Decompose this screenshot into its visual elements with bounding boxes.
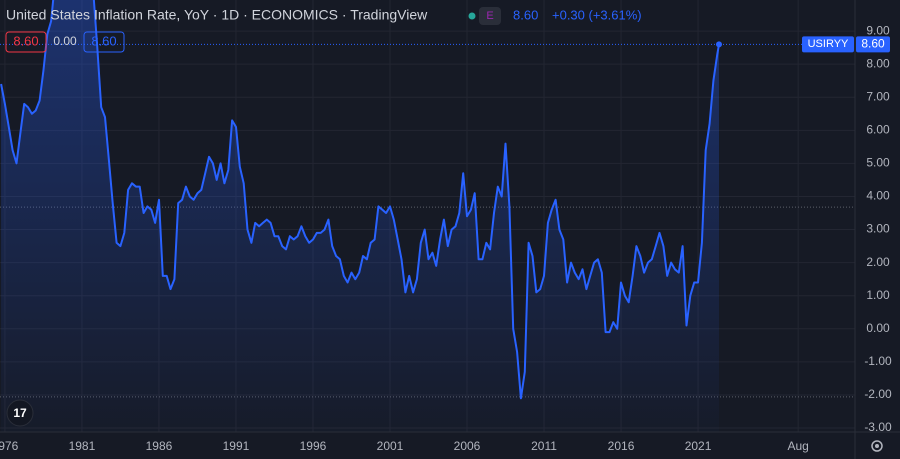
area <box>1 0 719 432</box>
box <box>5 31 47 53</box>
series-label-bg <box>802 36 854 53</box>
y-tick-label: 2.00 <box>866 255 890 269</box>
status-dot <box>468 12 476 20</box>
price-label-bg <box>856 36 890 53</box>
x-tick-label: Aug <box>787 439 808 453</box>
y-tick-label: 7.00 <box>866 89 890 103</box>
series-name: USIRYY <box>808 38 849 50</box>
y-tick-label: 9.00 <box>866 23 890 37</box>
x-tick-label: 2021 <box>685 439 712 453</box>
y-tick-label: -2.00 <box>864 387 892 401</box>
y-tick-label: 0.00 <box>866 321 890 335</box>
last-value: 8.60 <box>513 7 538 22</box>
x-tick-label: 2016 <box>608 439 635 453</box>
line <box>0 0 720 400</box>
badge-bg <box>479 7 501 25</box>
svg-text:17: 17 <box>13 406 27 420</box>
settings-icon[interactable] <box>871 440 883 452</box>
y-tick-label: 6.00 <box>866 122 890 136</box>
box <box>83 31 125 53</box>
change: +0.30 (+3.61%) <box>552 7 642 22</box>
chart-title: United States Inflation Rate, YoY · 1D ·… <box>6 7 428 23</box>
x-tick-label: 1986 <box>146 439 173 453</box>
x-tick-label: 2011 <box>531 439 557 453</box>
x-tick-label: 1976 <box>0 439 19 453</box>
box-value: 8.60 <box>13 33 38 48</box>
badge: E <box>486 10 493 22</box>
y-tick-label: -1.00 <box>864 354 892 368</box>
x-tick-label: 1996 <box>300 439 327 453</box>
x-tick-label: 2006 <box>454 439 481 453</box>
price-label: 8.60 <box>861 36 885 50</box>
box-value: 8.60 <box>91 33 116 48</box>
y-tick-label: 1.00 <box>866 288 890 302</box>
y-tick-label: 4.00 <box>866 189 890 203</box>
y-tick-label: 8.00 <box>866 56 890 70</box>
last-point <box>715 41 722 48</box>
y-tick-label: 3.00 <box>866 222 890 236</box>
x-tick-label: 1991 <box>223 439 250 453</box>
y-tick-label: -3.00 <box>864 420 892 434</box>
tv-logo: 17 <box>6 399 34 427</box>
y-tick-label: 5.00 <box>866 156 890 170</box>
x-tick-label: 1981 <box>69 439 96 453</box>
x-tick-label: 2001 <box>377 439 404 453</box>
box-value: 0.00 <box>53 34 77 48</box>
